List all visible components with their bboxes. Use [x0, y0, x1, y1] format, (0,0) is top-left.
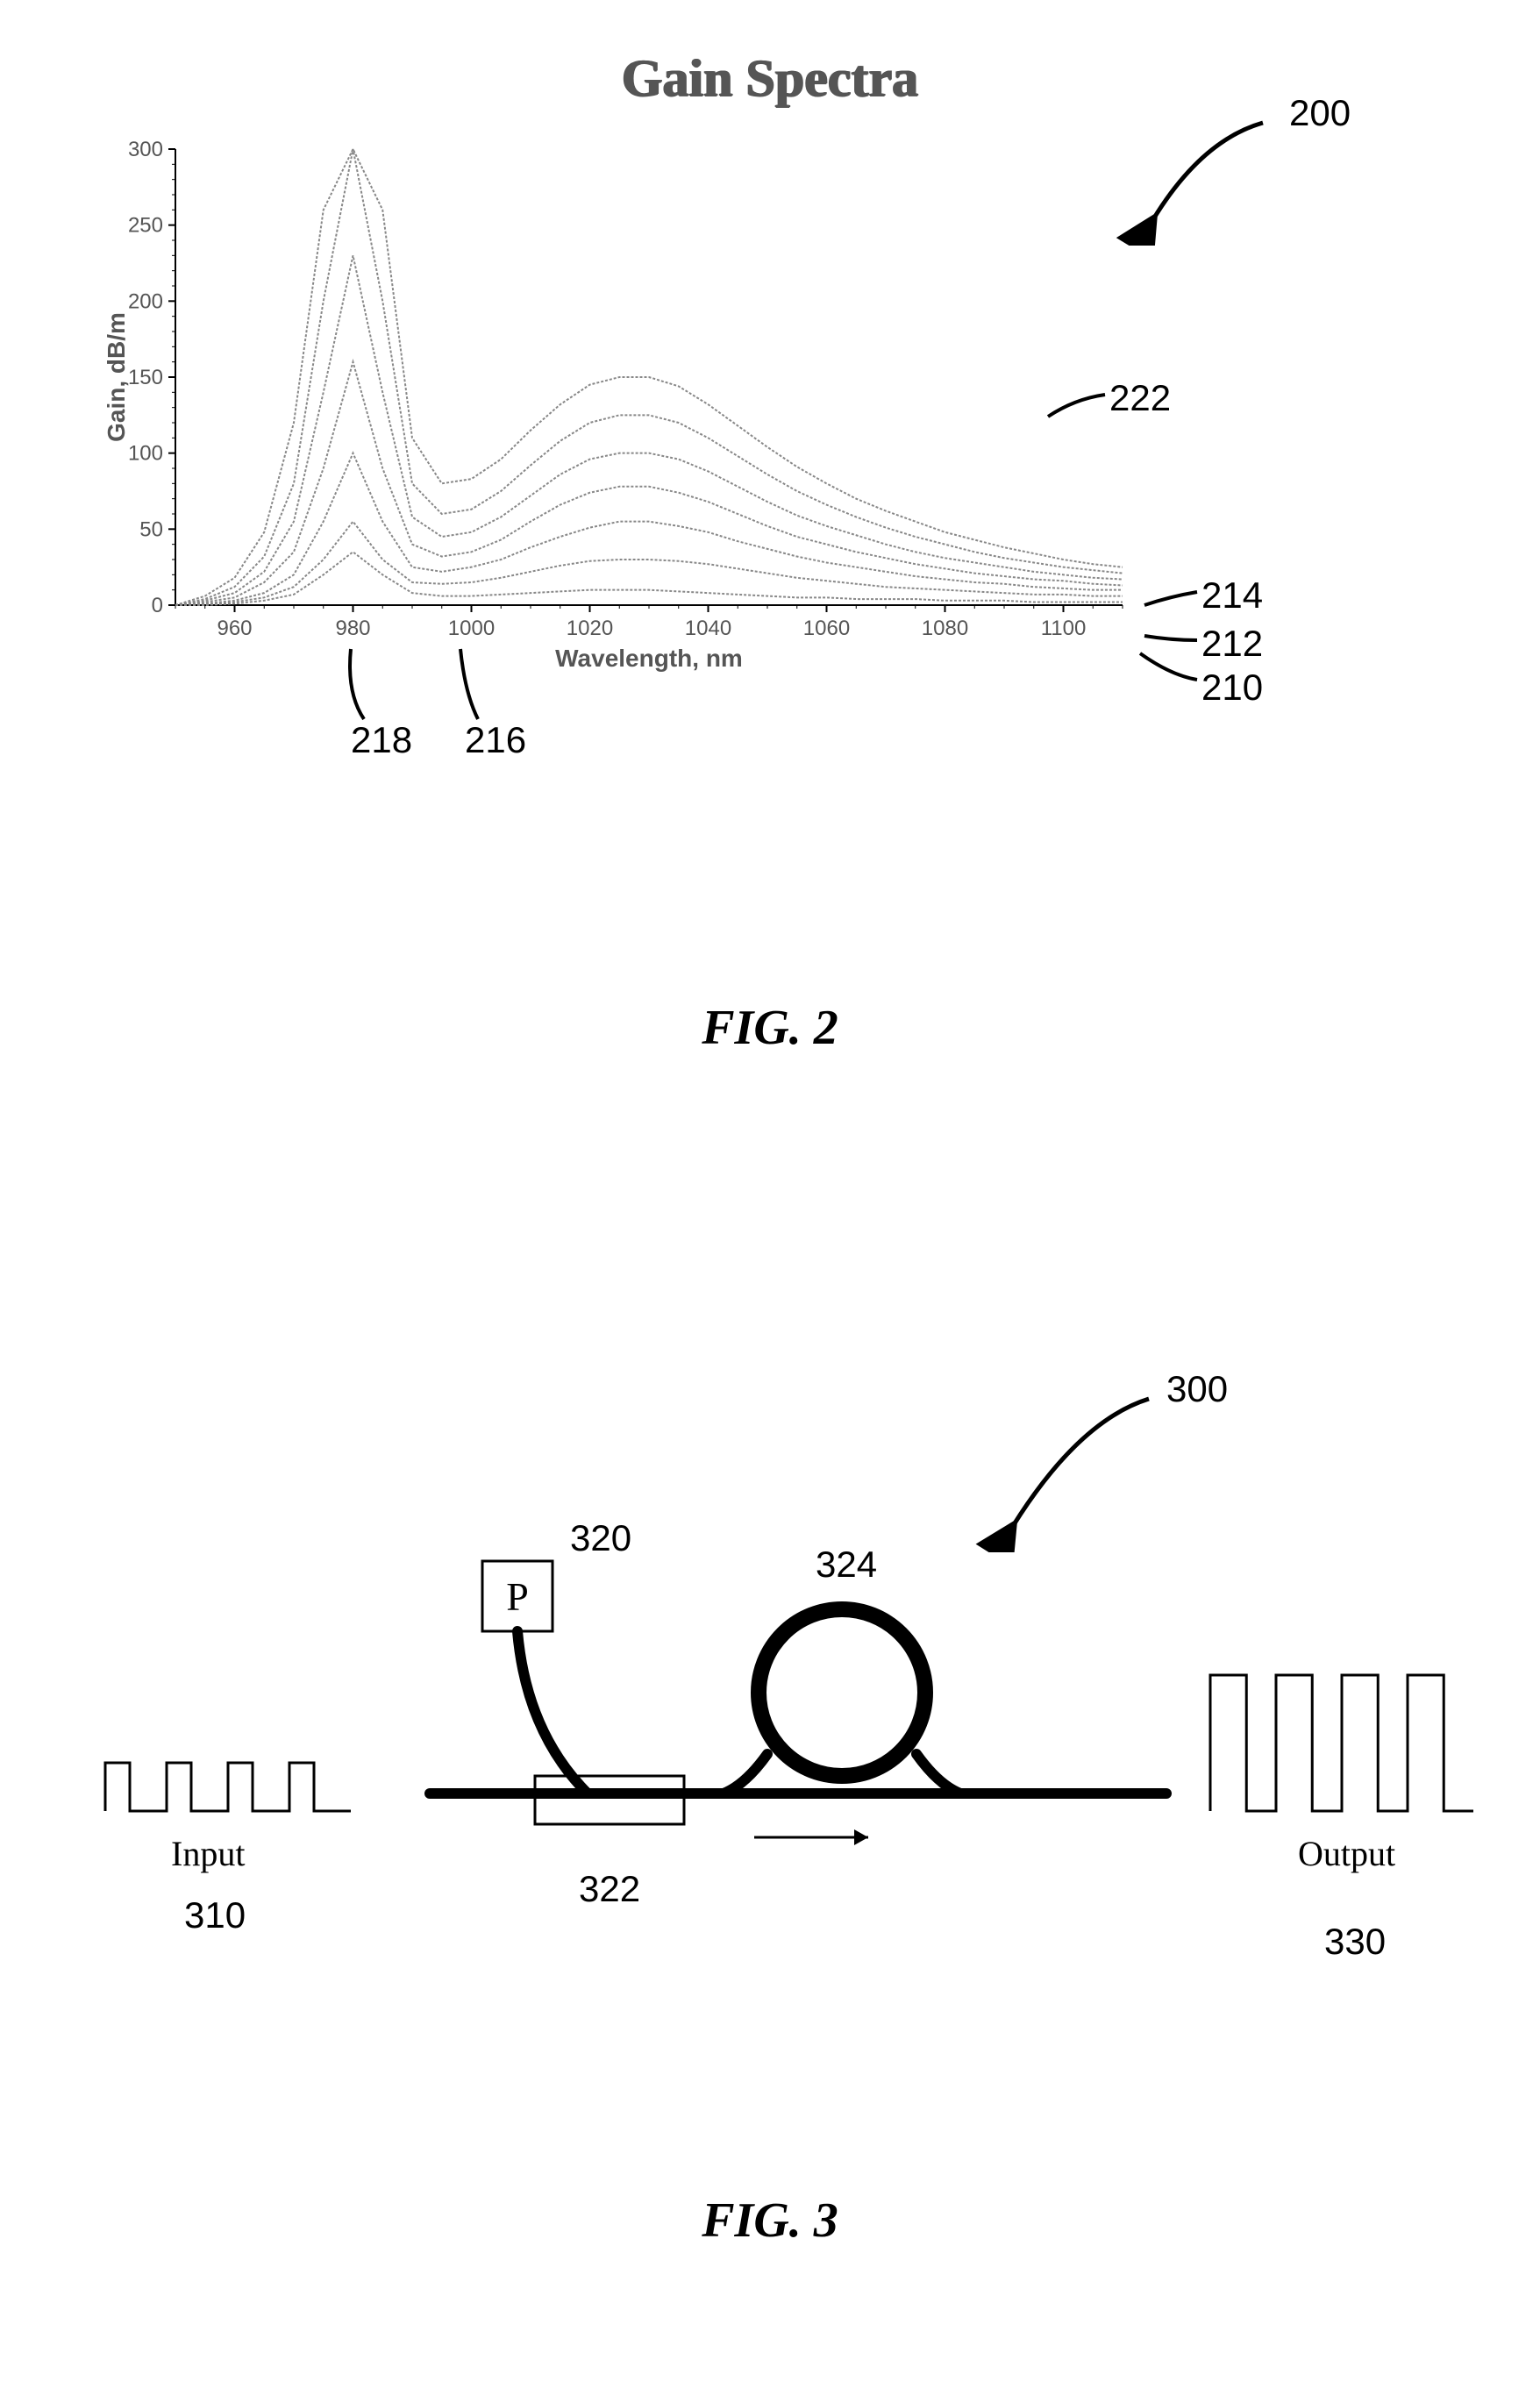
input-label: Input — [171, 1833, 245, 1874]
fig3-caption: FIG. 3 — [0, 2193, 1540, 2249]
pump-ref-320: 320 — [570, 1517, 631, 1559]
combiner-ref-322: 322 — [579, 1868, 640, 1910]
annotation-hooks — [0, 0, 1540, 789]
svg-text:P: P — [506, 1574, 529, 1619]
input-ref-310: 310 — [184, 1894, 246, 1936]
output-ref-330: 330 — [1324, 1921, 1386, 1963]
page: Gain Spectra 200 05010015020025030096098… — [0, 0, 1540, 2403]
coil-ref-324: 324 — [816, 1544, 877, 1586]
output-label: Output — [1298, 1833, 1395, 1874]
fig3-diagram: P — [0, 1359, 1540, 1973]
fig2-caption: FIG. 2 — [0, 1000, 1540, 1056]
